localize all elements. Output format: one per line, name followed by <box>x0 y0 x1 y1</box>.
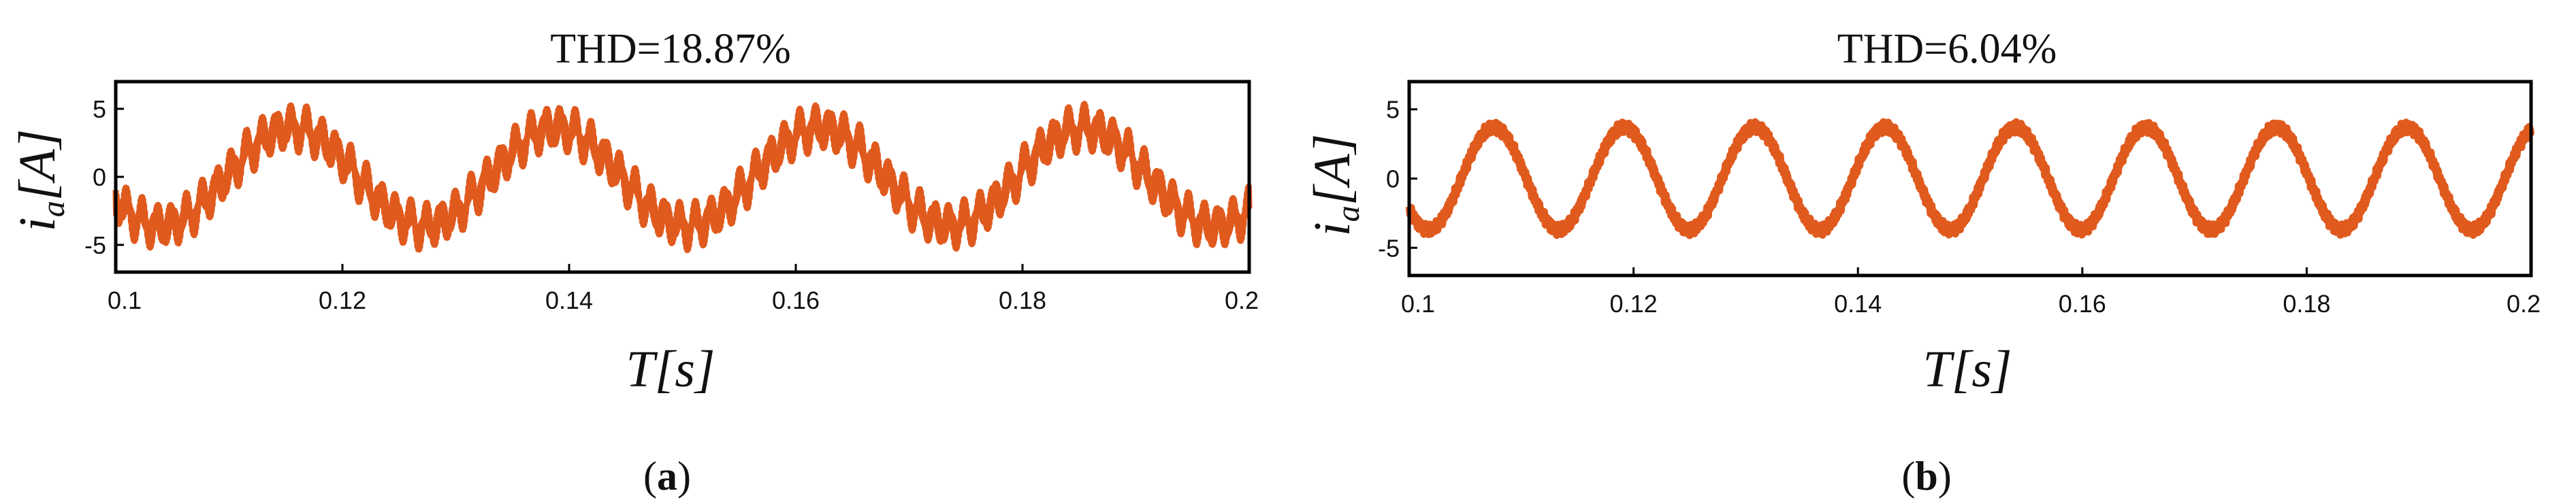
panel-b-caption: (b) <box>1901 454 1951 499</box>
panel-a-y-ticks: 5 0 -5 <box>84 95 124 259</box>
panel-a-trace <box>112 101 1253 254</box>
panel-b: THD=6.04% 0.1 0.12 0.14 0.16 0.18 0.2 5 0 -5 ia… <box>1304 26 2541 499</box>
panel-a-xtick-label: 0.2 <box>1225 286 1259 314</box>
panel-b-ytick-label: 0 <box>1386 165 1400 193</box>
panel-b-ytick-label: -5 <box>1378 234 1400 262</box>
panel-a-ytick-label: 5 <box>93 95 106 123</box>
panel-b-xtick-label: 0.16 <box>2059 290 2106 318</box>
panel-a-x-ticks: 0.1 0.12 0.14 0.16 0.18 0.2 <box>108 264 1259 314</box>
panel-a-caption: (a) <box>643 454 691 499</box>
panel-a-x-axis-label: T[s] <box>626 341 715 398</box>
panel-b-ylabel-unit: A <box>1304 154 1361 189</box>
panel-b-title: THD=6.04% <box>1837 26 2057 72</box>
panel-a-xtick-label: 0.16 <box>772 286 820 314</box>
panel-a-xtick-label: 0.12 <box>319 286 366 314</box>
panel-a-ylabel-subscript: a <box>35 201 71 217</box>
panel-b-xtick-label: 0.14 <box>1834 290 1882 318</box>
panel-b-trace <box>1405 118 2535 239</box>
panel-b-ylabel-symbol: i <box>1304 222 1361 236</box>
panel-b-xtick-label: 0.2 <box>2507 290 2541 318</box>
panel-a-ylabel-unit: A <box>9 149 66 184</box>
panel-b-x-axis-label: T[s] <box>1922 341 2012 398</box>
panel-a-ytick-label: -5 <box>84 231 106 259</box>
panel-a-plot-background <box>116 82 1249 272</box>
panel-b-xtick-label: 0.1 <box>1401 290 1435 318</box>
panel-b-ylabel-subscript: a <box>1330 205 1366 222</box>
panel-b-y-ticks: 5 0 -5 <box>1378 96 1417 262</box>
panel-a-xtick-label: 0.18 <box>999 286 1046 314</box>
panel-b-xtick-label: 0.18 <box>2283 290 2330 318</box>
svg-text:ia[A]: ia[A] <box>9 129 71 232</box>
panel-a-axes-frame <box>114 80 1251 274</box>
panel-a-series-line <box>112 101 1253 254</box>
panel-b-x-ticks: 0.1 0.12 0.14 0.16 0.18 0.2 <box>1401 267 2541 318</box>
svg-text:ia[A]: ia[A] <box>1304 134 1366 237</box>
panel-b-axes-frame <box>1407 80 2533 278</box>
panel-a-xtick-label: 0.14 <box>545 286 593 314</box>
panel-a-title: THD=18.87% <box>550 26 791 72</box>
panel-b-y-axis-label: ia[A] <box>1304 134 1366 237</box>
panel-a-ylabel-symbol: i <box>9 217 66 231</box>
panel-a-xtick-label: 0.1 <box>108 286 142 314</box>
panel-b-series-line <box>1405 118 2535 239</box>
panel-a-y-axis-label: ia[A] <box>9 129 71 232</box>
panel-a: THD=18.87% 0.1 0.12 0.14 0.16 0.18 0.2 5 0 -5 i… <box>9 26 1259 499</box>
panel-b-ytick-label: 5 <box>1386 96 1400 124</box>
panel-b-xtick-label: 0.12 <box>1610 290 1658 318</box>
panel-a-ytick-label: 0 <box>93 163 106 191</box>
panel-b-plot-background <box>1409 82 2531 275</box>
